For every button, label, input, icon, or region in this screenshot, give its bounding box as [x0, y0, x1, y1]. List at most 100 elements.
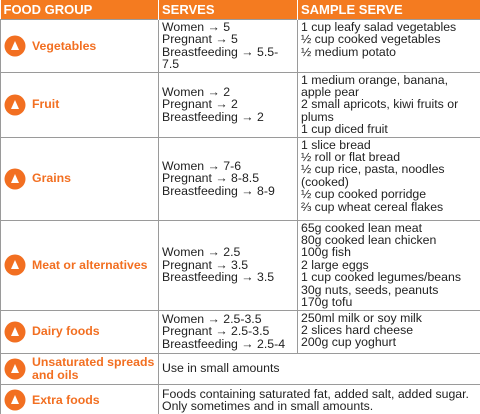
header-cell: SAMPLE SERVE — [297, 0, 480, 20]
cell-line: 1 cup leafy salad vegetables — [301, 20, 457, 34]
group-name: Unsaturated spreads and oils — [32, 355, 155, 382]
table-row: Extra foods Foods containing saturated fa… — [0, 383, 480, 414]
group-icon — [4, 389, 26, 411]
group-wrap: Dairy foods — [4, 321, 155, 343]
icon-glyph — [11, 40, 19, 50]
group-cell: Grains — [0, 136, 159, 221]
cell-line: Only sometimes and in small amounts. — [162, 399, 374, 413]
table-body: Vegetables Women → 5 Pregnant → 5 Breastfee… — [0, 19, 480, 414]
group-name: Meat or alternatives — [32, 257, 148, 272]
note-cell: Foods containing saturated fat, added sa… — [158, 383, 480, 414]
sample-cell: 1 cup leafy salad vegetables ½ cup cooked… — [297, 19, 480, 73]
sample-cell: 1 medium orange, banana, apple pear 2 sma… — [297, 71, 480, 138]
group-icon — [4, 254, 26, 276]
group-icon — [4, 94, 26, 116]
group-name: Vegetables — [32, 38, 97, 53]
cell-line: 1 medium orange, banana, apple pear — [301, 72, 448, 100]
cell-line: ½ cup cooked porridge — [301, 187, 427, 202]
header-row: FOOD GROUP SERVES SAMPLE SERVE — [0, 0, 480, 20]
cell-line: Women → 2.5-3.5 — [162, 311, 262, 326]
icon-glyph — [11, 173, 19, 183]
table-row: Vegetables Women → 5 Pregnant → 5 Breastfee… — [0, 19, 480, 73]
header-cell: SERVES — [158, 0, 298, 20]
group-cell: Extra foods — [0, 383, 159, 414]
group-wrap: Fruit — [4, 94, 155, 116]
serves-cell: Women → 5 Pregnant → 5 Breastfeeding → 5.5… — [158, 19, 298, 73]
group-name: Dairy foods — [32, 324, 100, 339]
group-icon — [4, 168, 26, 190]
sample-cell: 65g cooked lean meat 80g cooked lean chic… — [297, 219, 480, 311]
cell-line: Breastfeeding → 2.5-4 — [162, 336, 286, 351]
cell-line: 1 slice bread — [301, 137, 371, 152]
group-name: Grains — [32, 171, 71, 186]
group-name: Fruit — [32, 97, 60, 112]
table-row: Grains Women → 7-6 Pregnant → 8-8.5 Breastf… — [0, 136, 480, 221]
table-row: Fruit Women → 2 Pregnant → 2 Breastfeeding … — [0, 71, 480, 138]
cell-line: 65g cooked lean meat — [301, 220, 423, 235]
cell-line: Use in small amounts — [162, 361, 280, 376]
cell-line: 1 cup cooked legumes/beans — [301, 270, 461, 285]
cell-line: 2 slices hard cheese — [301, 322, 414, 337]
cell-line: 170g tofu — [301, 295, 353, 310]
cell-line: ⅔ cup wheat cereal flakes — [301, 199, 444, 214]
icon-glyph — [11, 395, 19, 404]
group-icon — [4, 358, 26, 379]
group-wrap: Grains — [4, 168, 155, 190]
cell-line: Breastfeeding → 5.5-7.5 — [162, 44, 279, 72]
serves-cell: Women → 7-6 Pregnant → 8-8.5 Breastfeeding… — [158, 136, 298, 221]
serves-cell: Women → 2.5 Pregnant → 3.5 Breastfeeding →… — [158, 219, 298, 311]
cell-line: 250ml milk or soy milk — [301, 310, 422, 325]
cell-line: Breastfeeding → 8-9 — [162, 183, 275, 198]
cell-line: Breastfeeding → 2 — [162, 109, 264, 124]
cell-line: ½ cup rice, pasta, noodles (cooked) — [301, 162, 445, 189]
header-cell: FOOD GROUP — [0, 0, 159, 20]
cell-line: 2 small apricots, kiwi fruits or plums — [301, 97, 459, 124]
table-row: Dairy foods Women → 2.5-3.5 Pregnant → 2.5… — [0, 309, 480, 354]
cell-line: 100g fish — [301, 245, 351, 260]
group-cell: Dairy foods — [0, 309, 159, 354]
cell-line: 1 cup diced fruit — [301, 122, 388, 137]
cell-line: Women → 5 — [162, 20, 231, 34]
serves-cell: Women → 2 Pregnant → 2 Breastfeeding → 2 — [158, 71, 298, 138]
cell-line: ½ roll or flat bread — [301, 150, 401, 165]
group-cell: Fruit — [0, 71, 159, 138]
cell-line: 2 large eggs — [301, 257, 369, 272]
group-wrap: Meat or alternatives — [4, 254, 155, 276]
cell-line: Foods containing saturated fat, added sa… — [162, 386, 469, 401]
group-wrap: Unsaturated spreads and oils — [4, 356, 155, 381]
group-wrap: Extra foods — [4, 389, 155, 411]
serves-cell: Women → 2.5-3.5 Pregnant → 2.5-3.5 Breastf… — [158, 309, 298, 354]
cell-line: 30g nuts, seeds, peanuts — [301, 282, 439, 297]
cell-line: Pregnant → 2 — [162, 97, 238, 112]
note-cell: Use in small amounts — [158, 352, 480, 385]
icon-glyph — [11, 326, 19, 336]
icon-glyph — [11, 260, 19, 270]
cell-line: Pregnant → 5 — [162, 32, 238, 47]
cell-line: Pregnant → 2.5-3.5 — [162, 324, 270, 339]
table-row: Meat or alternatives Women → 2.5 Pregnant … — [0, 219, 480, 311]
cell-line: Women → 2.5 — [162, 245, 241, 260]
group-cell: Meat or alternatives — [0, 219, 159, 311]
cell-line: Pregnant → 8-8.5 — [162, 171, 260, 186]
cell-line: Women → 7-6 — [162, 159, 242, 174]
group-wrap: Vegetables — [4, 35, 155, 57]
cell-line: ½ medium potato — [301, 44, 397, 59]
icon-glyph — [11, 99, 19, 109]
cell-line: 200g cup yoghurt — [301, 335, 397, 350]
sample-cell: 1 slice bread ½ roll or flat bread ½ cup r… — [297, 136, 480, 221]
cell-line: Breastfeeding → 3.5 — [162, 270, 275, 285]
group-name: Extra foods — [32, 392, 100, 407]
group-cell: Unsaturated spreads and oils — [0, 352, 159, 385]
group-cell: Vegetables — [0, 19, 159, 73]
sample-cell: 250ml milk or soy milk 2 slices hard chee… — [297, 309, 480, 354]
group-icon — [4, 35, 26, 57]
table-row: Unsaturated spreads and oils Use in small… — [0, 352, 480, 385]
cell-line: Women → 2 — [162, 85, 231, 100]
icon-glyph — [11, 363, 19, 373]
cell-line: ½ cup cooked vegetables — [301, 32, 441, 47]
cell-line: Pregnant → 3.5 — [162, 257, 249, 272]
group-icon — [4, 321, 26, 342]
cell-line: 80g cooked lean chicken — [301, 233, 437, 248]
